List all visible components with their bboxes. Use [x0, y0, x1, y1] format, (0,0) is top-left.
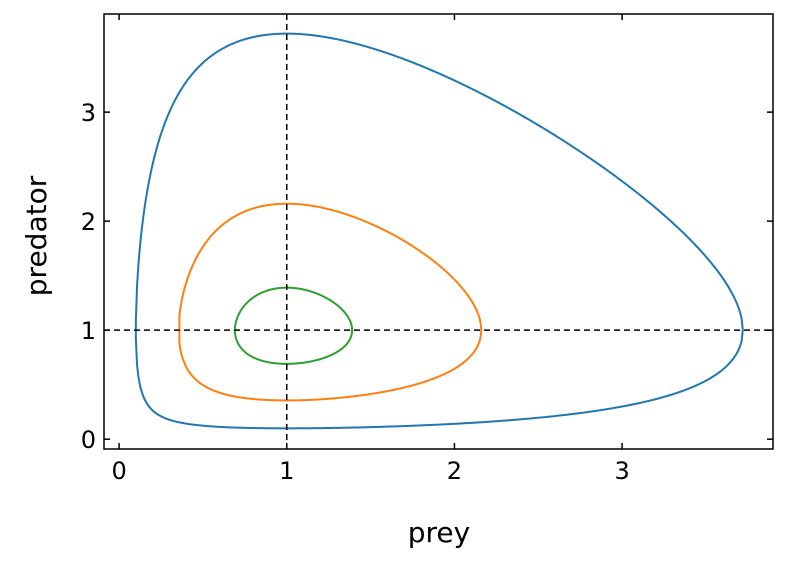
orbit-series-1 [134, 32, 744, 430]
y-axis-label: predator [20, 175, 53, 296]
y-tick-label: 1 [81, 317, 96, 345]
y-tick-label: 0 [81, 426, 96, 454]
x-tick-label: 3 [614, 457, 629, 485]
x-tick-label: 1 [279, 457, 294, 485]
plot-frame [103, 13, 774, 450]
orbit-series-2 [178, 202, 483, 402]
x-tick-label: 2 [447, 457, 462, 485]
ticks-layer: 0 1 2 3 0 1 2 3 [81, 14, 773, 485]
x-tick-label: 0 [111, 457, 126, 485]
y-tick-label: 3 [81, 99, 96, 127]
y-tick-label: 2 [81, 208, 96, 236]
series-layer [134, 32, 744, 430]
x-axis-label: prey [408, 516, 470, 549]
orbit-series-3 [233, 286, 354, 365]
